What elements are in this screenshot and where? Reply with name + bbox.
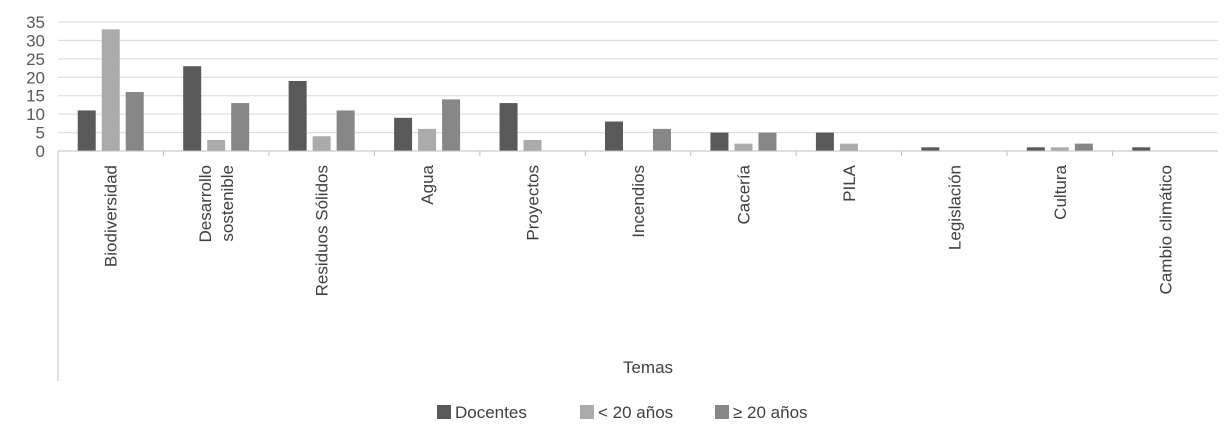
bar — [1026, 147, 1045, 151]
y-tick-label: 30 — [26, 31, 45, 50]
x-tick-label: PILA — [840, 164, 859, 202]
bar — [758, 132, 777, 151]
legend: Docentes < 20 años ≥ 20 años — [437, 403, 808, 422]
x-tick-label: Desarrollo sostenible — [196, 165, 237, 242]
legend-label: ≥ 20 años — [733, 403, 808, 422]
bar — [653, 128, 671, 151]
bar — [394, 117, 413, 151]
legend-swatch — [437, 405, 451, 419]
bar — [288, 80, 307, 151]
x-tick-label: Biodiversidad — [102, 165, 121, 267]
x-tick-label: Incendios — [629, 165, 648, 238]
bar — [312, 136, 331, 151]
bar — [77, 110, 96, 151]
bar — [815, 132, 834, 151]
bar — [710, 132, 729, 151]
bar — [231, 103, 250, 151]
y-tick-label: 35 — [26, 13, 45, 32]
x-axis-ticks: Biodiversidad Desarrollo sostenible Residuo… — [102, 164, 1176, 296]
bar — [1050, 147, 1069, 151]
legend-label: < 20 años — [598, 403, 673, 422]
legend-swatch — [580, 405, 594, 419]
bar — [605, 121, 623, 151]
x-axis-title: Temas — [623, 358, 673, 377]
y-tick-label: 5 — [36, 124, 45, 143]
bar — [734, 143, 753, 151]
bar — [183, 66, 202, 151]
x-tick-label: Proyectos — [524, 165, 543, 241]
bar — [523, 139, 542, 151]
legend-label: Docentes — [455, 403, 527, 422]
bar — [336, 110, 355, 151]
x-tick-label: Legislación — [945, 165, 964, 250]
bar — [921, 147, 940, 151]
bar — [499, 103, 518, 151]
axes — [57, 150, 1218, 381]
y-tick-label: 25 — [26, 50, 45, 69]
gridlines — [58, 21, 1218, 134]
bar — [207, 139, 226, 151]
x-tick-label: Cacería — [734, 164, 753, 224]
x-tick-label: Agua — [418, 164, 437, 204]
x-tick-label: Residuos Sólidos — [313, 165, 332, 296]
bar — [418, 128, 437, 151]
bar — [839, 143, 858, 151]
y-tick-label: 10 — [26, 105, 45, 124]
y-tick-label: 20 — [26, 68, 45, 87]
bar — [125, 92, 144, 151]
bars — [77, 29, 1151, 151]
bar — [1132, 147, 1151, 151]
x-tick-label: Cambio climático — [1156, 165, 1175, 294]
y-tick-label: 15 — [26, 87, 45, 106]
bar — [1074, 143, 1093, 151]
x-tick-label: Cultura — [1051, 164, 1070, 219]
bar — [442, 99, 461, 151]
y-tick-label: 0 — [36, 142, 45, 161]
bar — [101, 29, 120, 151]
legend-swatch — [715, 405, 729, 419]
